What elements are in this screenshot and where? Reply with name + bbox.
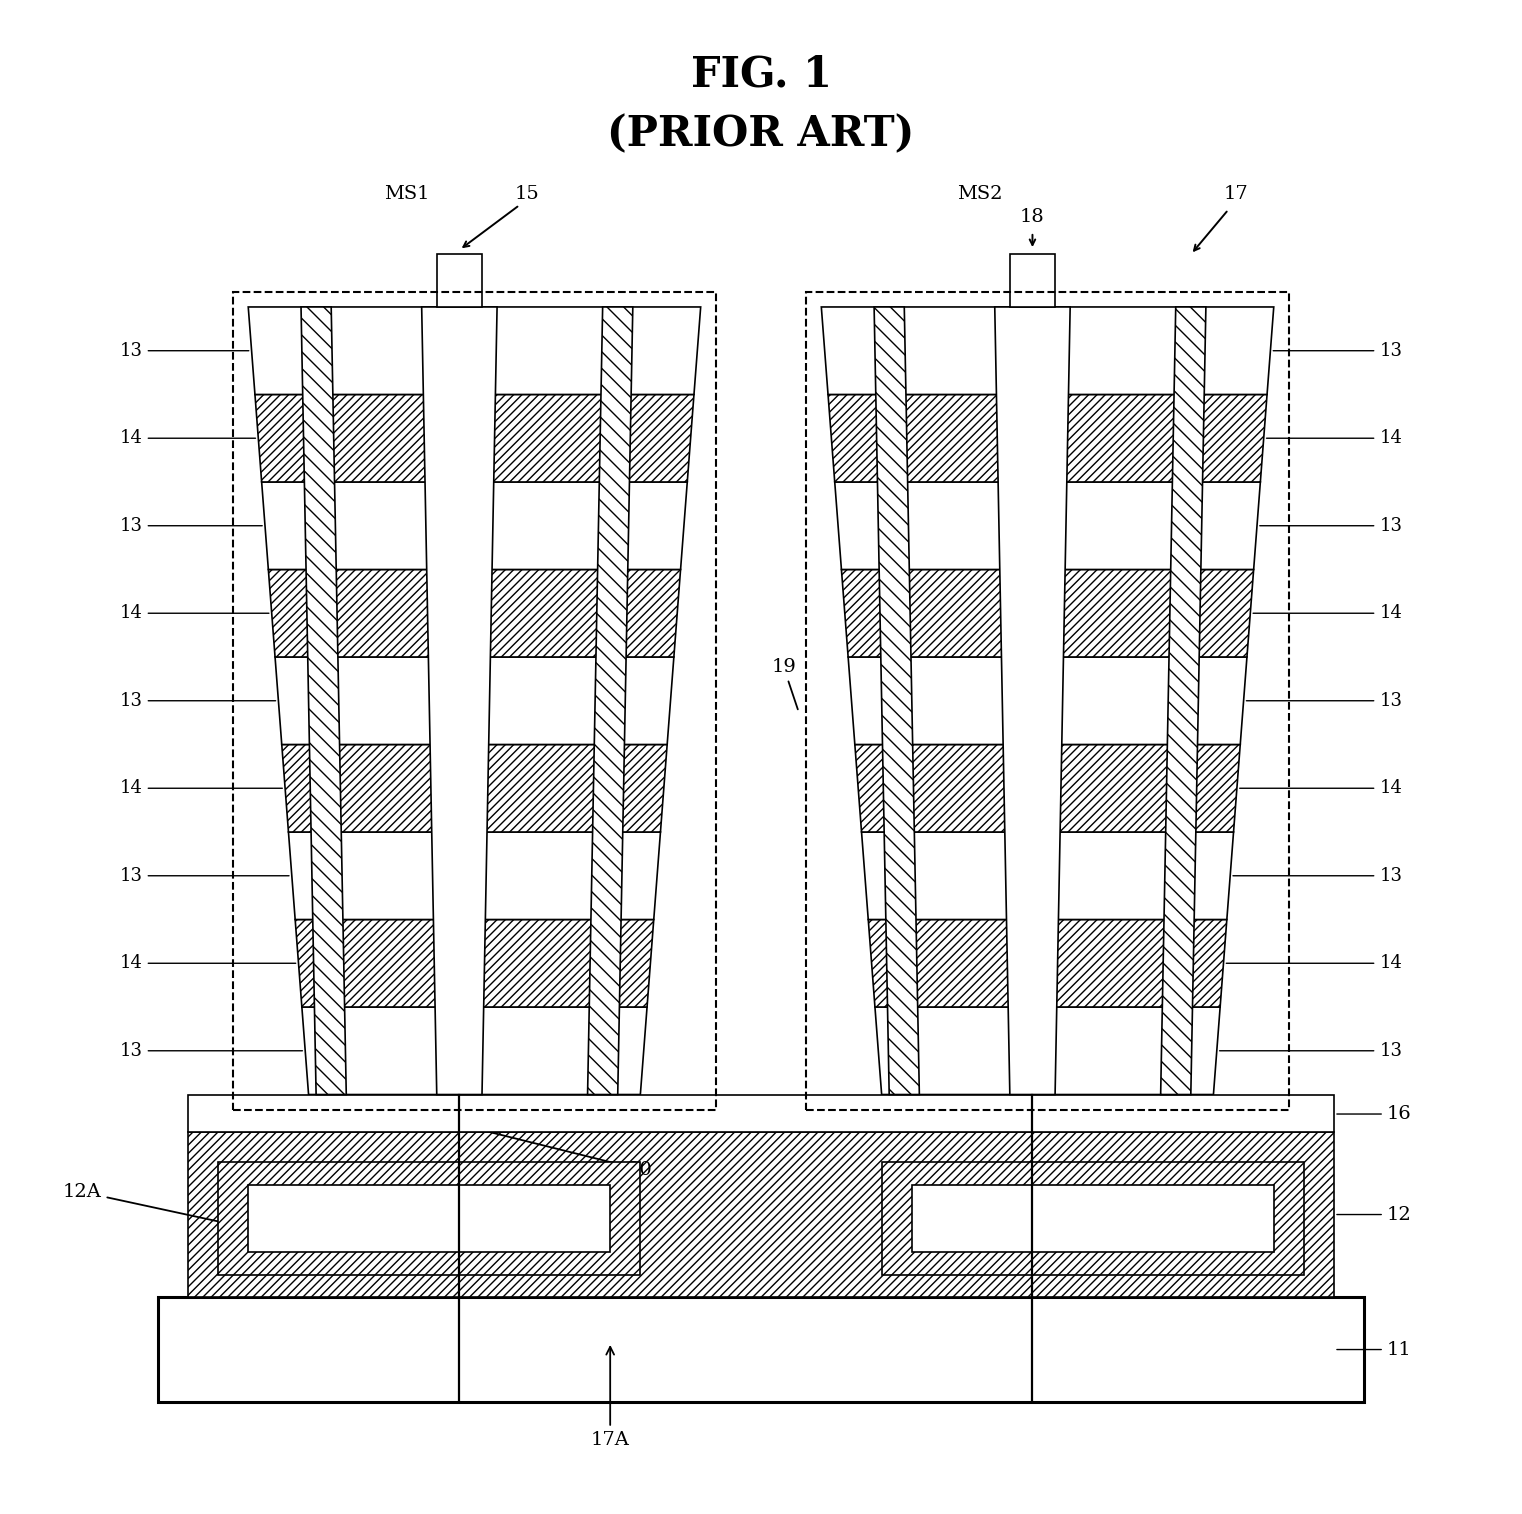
Bar	[187, 1132, 1335, 1297]
Text: 13: 13	[1233, 866, 1402, 884]
Polygon shape	[262, 481, 688, 569]
Polygon shape	[855, 745, 1240, 833]
Text: MS1: MS1	[384, 185, 429, 203]
Text: 18: 18	[1020, 207, 1044, 226]
Text: 20: 20	[464, 1123, 653, 1178]
Text: 13: 13	[1260, 516, 1402, 534]
Bar	[437, 254, 482, 307]
Text: 13: 13	[120, 1042, 303, 1060]
Polygon shape	[861, 833, 1233, 919]
Text: 14: 14	[120, 780, 282, 798]
Text: FIG. 1: FIG. 1	[691, 53, 831, 95]
Text: 13: 13	[120, 866, 289, 884]
Text: 14: 14	[1227, 954, 1402, 972]
Bar	[248, 1184, 610, 1252]
Text: 14: 14	[120, 954, 295, 972]
Text: 13: 13	[1274, 342, 1402, 360]
Bar	[807, 292, 1289, 1110]
Text: 13: 13	[120, 342, 248, 360]
Polygon shape	[282, 745, 667, 833]
Text: 14: 14	[120, 430, 256, 447]
Polygon shape	[874, 307, 919, 1095]
Polygon shape	[301, 307, 347, 1095]
Polygon shape	[256, 395, 694, 481]
Text: 19: 19	[772, 659, 798, 710]
Bar	[187, 1095, 1335, 1132]
Polygon shape	[868, 919, 1227, 1007]
Text: 13: 13	[120, 516, 262, 534]
Bar	[1009, 254, 1055, 307]
Polygon shape	[422, 307, 498, 1095]
Polygon shape	[848, 657, 1247, 745]
Text: 12: 12	[1336, 1205, 1411, 1223]
Polygon shape	[995, 307, 1070, 1095]
Bar	[233, 292, 715, 1110]
Text: 17A: 17A	[591, 1347, 630, 1449]
Text: 17: 17	[1224, 185, 1248, 203]
Polygon shape	[248, 307, 700, 395]
Bar	[912, 1184, 1274, 1252]
Polygon shape	[289, 833, 661, 919]
Text: (PRIOR ART): (PRIOR ART)	[607, 114, 915, 156]
Text: 14: 14	[1253, 604, 1402, 622]
Text: 13: 13	[120, 692, 275, 710]
Polygon shape	[834, 481, 1260, 569]
Text: 13: 13	[1247, 692, 1402, 710]
Polygon shape	[301, 1007, 647, 1095]
Text: 14: 14	[1240, 780, 1402, 798]
Polygon shape	[295, 919, 654, 1007]
Text: 15: 15	[514, 185, 540, 203]
Bar	[218, 1163, 641, 1275]
Text: 11: 11	[1336, 1340, 1411, 1358]
Polygon shape	[587, 307, 633, 1095]
Text: 12A: 12A	[62, 1182, 251, 1231]
Polygon shape	[1161, 307, 1205, 1095]
Polygon shape	[268, 569, 680, 657]
Bar	[158, 1297, 1364, 1402]
Text: 14: 14	[120, 604, 269, 622]
Polygon shape	[875, 1007, 1221, 1095]
Text: 16: 16	[1336, 1105, 1411, 1123]
Polygon shape	[822, 307, 1274, 395]
Polygon shape	[842, 569, 1254, 657]
Text: 14: 14	[1266, 430, 1402, 447]
Bar	[881, 1163, 1304, 1275]
Polygon shape	[828, 395, 1266, 481]
Text: 13: 13	[1219, 1042, 1402, 1060]
Polygon shape	[275, 657, 674, 745]
Text: MS2: MS2	[957, 185, 1003, 203]
